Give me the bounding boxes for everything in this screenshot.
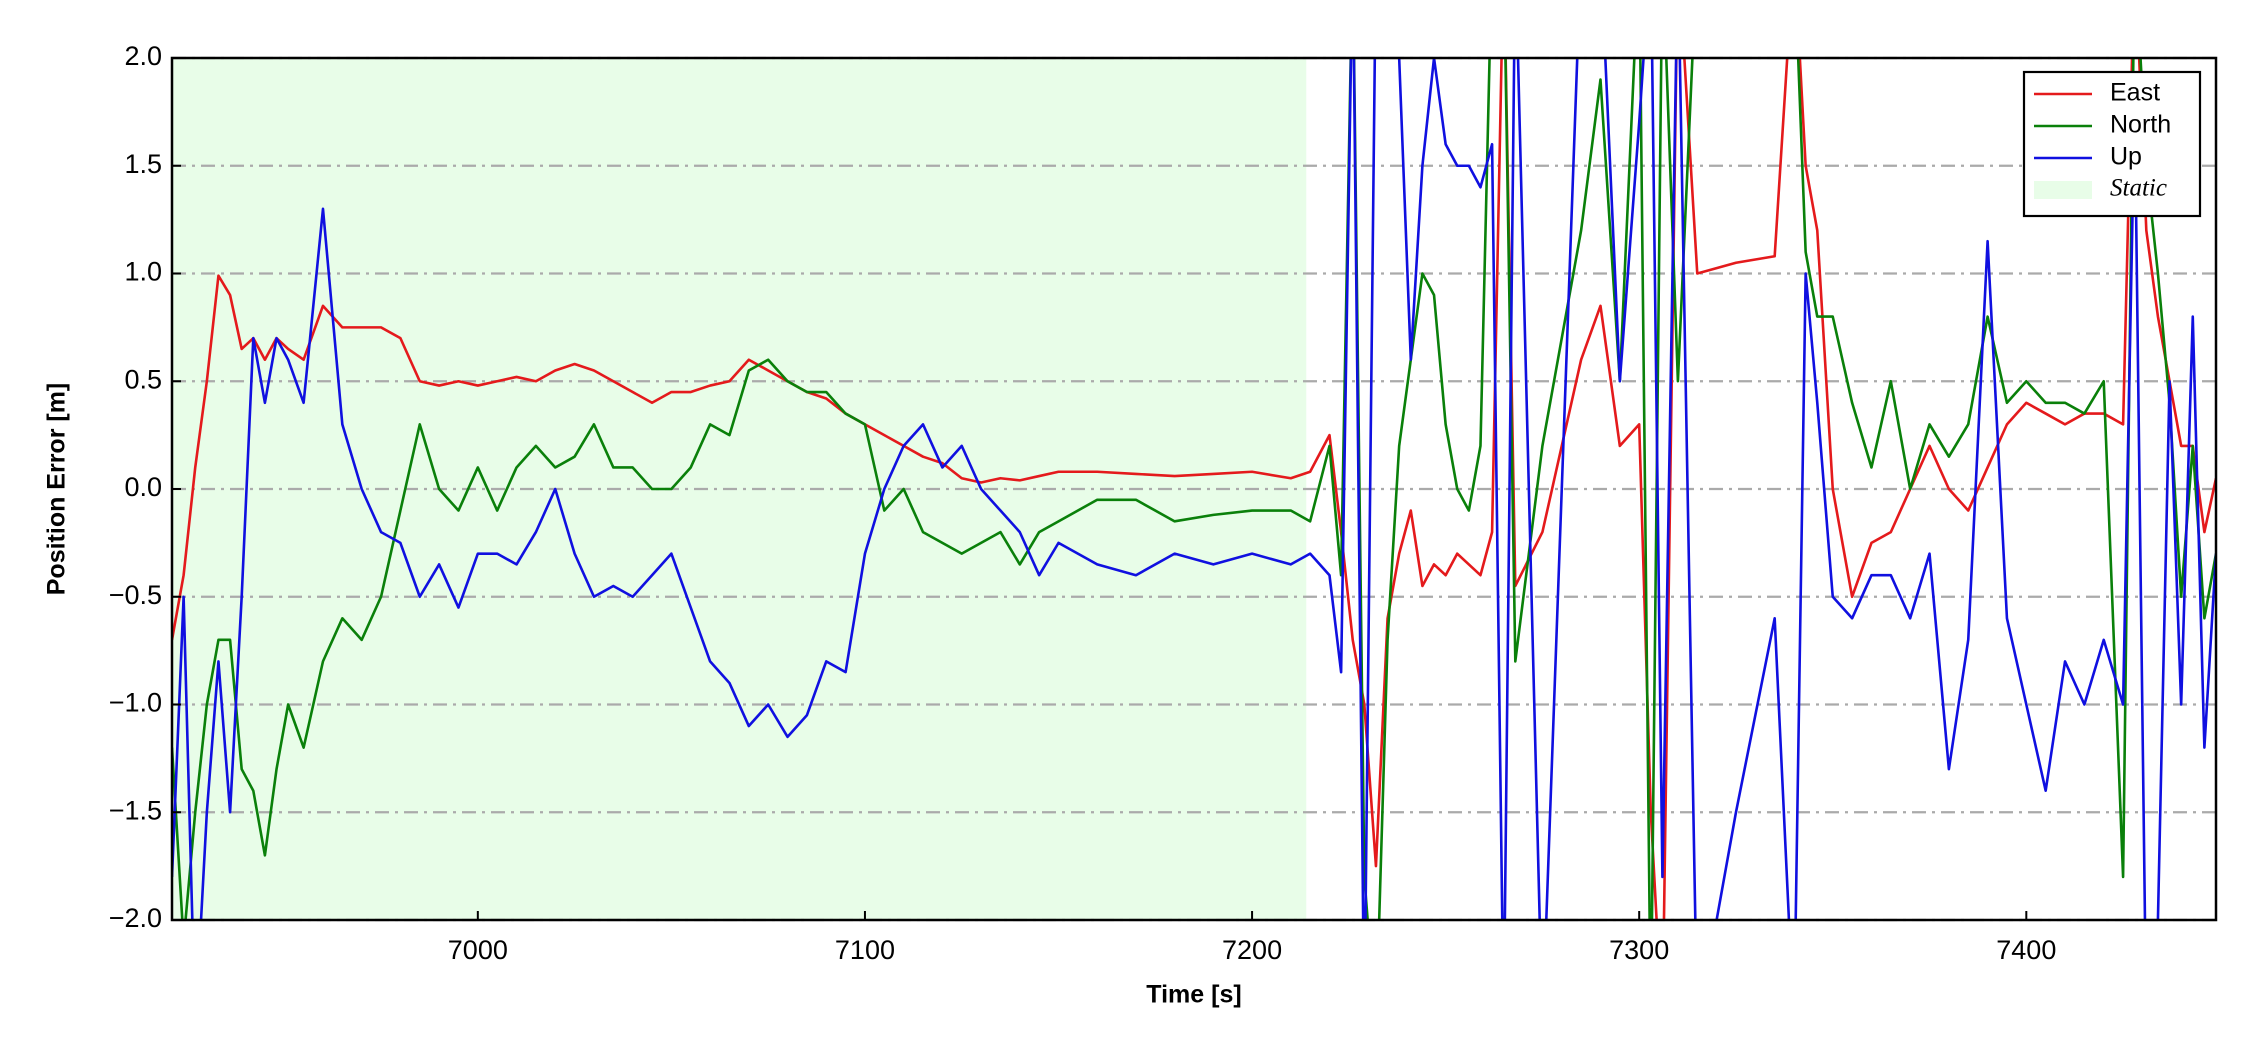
y-tick-label: 1.5	[124, 149, 162, 179]
y-axis-label: Position Error [m]	[43, 383, 71, 596]
data-line	[172, 58, 2216, 920]
lines-layer	[172, 58, 2216, 920]
x-axis-label: Time [s]	[1146, 981, 1241, 1009]
y-tick-label: −0.5	[109, 580, 162, 610]
legend-swatch	[2034, 181, 2092, 199]
x-tick-label: 7200	[1222, 935, 1282, 965]
y-tick-label: −1.0	[109, 688, 162, 718]
y-tick-label: −1.5	[109, 795, 162, 825]
y-tick-label: 0.0	[124, 472, 162, 502]
legend-label: East	[2110, 79, 2160, 107]
x-tick-label: 7400	[1996, 935, 2056, 965]
y-tick-label: 0.5	[124, 364, 162, 394]
y-tick-label: −2.0	[109, 903, 162, 933]
y-tick-label: 1.0	[124, 257, 162, 287]
data-line	[172, 58, 2216, 920]
y-tick-label: 2.0	[124, 41, 162, 71]
legend-label: Up	[2110, 143, 2142, 171]
legend-label: North	[2110, 111, 2171, 139]
data-line	[172, 58, 2216, 920]
x-tick-label: 7100	[835, 935, 895, 965]
x-tick-label: 7300	[1609, 935, 1669, 965]
legend: East North Up Static	[2022, 70, 2202, 218]
legend-label: Static	[2110, 175, 2167, 202]
x-tick-label: 7000	[448, 935, 508, 965]
axes-layer: −2.0 −1.5 −1.0 −0.5 0.0 0.5 1.0 1.5 2.0 7000 7100 7…	[109, 41, 2057, 965]
